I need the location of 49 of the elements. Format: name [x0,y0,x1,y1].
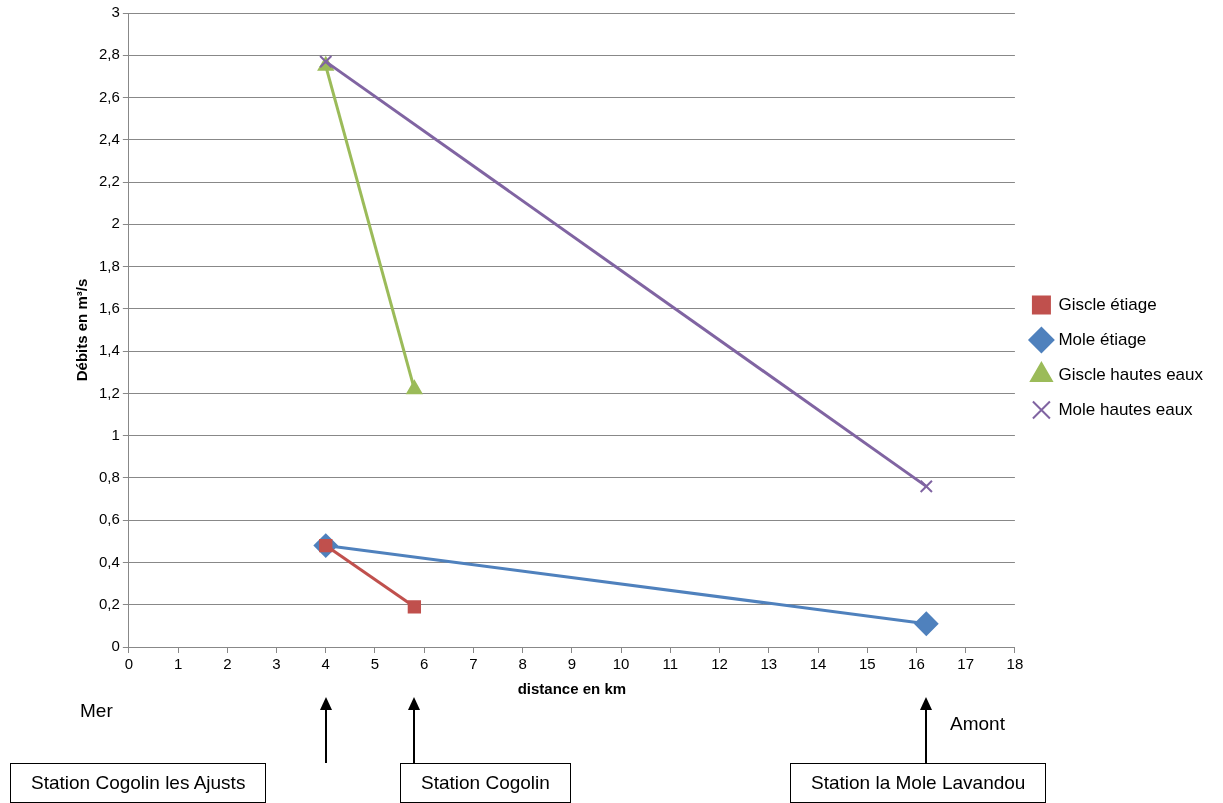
y-tick-label: 2,8 [98,45,120,63]
x-tick-label: 1 [173,655,183,673]
legend-label: Giscle hautes eaux [1058,364,1204,384]
y-tick-label: 1,8 [98,256,120,274]
x-tick-label: 10 [612,655,630,673]
y-tick-label: 0,8 [98,468,120,486]
y-tick-label: 0 [111,637,120,655]
x-tick-label: 8 [518,655,527,673]
y-tick-label: 2,4 [98,129,120,147]
y-tick-label: 0,2 [98,594,120,612]
x-tick-label: 17 [957,655,975,673]
y-tick-label: 1,6 [98,299,120,317]
x-tick-label: 13 [760,655,778,673]
y-tick-label: 0,4 [98,552,120,570]
x-tick-label: 5 [370,655,380,673]
y-tick-label: 3 [111,3,120,21]
x-axis-title: distance en km [517,680,627,698]
x-tick-label: 4 [321,655,330,673]
point [407,600,422,614]
x-tick-label: 18 [1006,655,1024,673]
x-tick-label: 0 [124,655,134,673]
y-tick-label: 2,6 [98,87,120,105]
point [914,611,939,636]
legend-label: Mole étiage [1058,329,1147,349]
y-tick-label: 0,6 [98,510,120,528]
x-tick-label: 3 [272,655,281,673]
point [919,479,933,494]
x-tick-label: 2 [223,655,232,673]
y-tick-label: 2 [111,214,120,232]
text: Station la Mole Lavandou [790,763,1047,803]
y-tick-label: 1,4 [98,341,120,359]
x-tick-label: 14 [809,655,827,673]
y-tick-label: 1 [111,425,120,443]
text: Station Cogolin [400,763,571,803]
text: Amont [950,713,1005,735]
legend-label: Giscle étiage [1058,294,1157,314]
y-axis-title: Débits en m³/s [73,278,91,382]
x-tick-label: 15 [858,655,876,673]
x-tick-label: 9 [567,655,577,673]
legend-label: Mole hautes eaux [1058,399,1194,419]
text: Station Cogolin les Ajusts [10,763,267,803]
y-tick-label: 1,2 [98,383,120,401]
x-tick-label: 16 [908,655,925,673]
x-tick-label: 7 [469,655,478,673]
x-tick-label: 11 [662,655,679,673]
text: Mer [80,700,113,722]
x-tick-label: 12 [711,655,728,673]
x-tick-label: 6 [420,655,429,673]
y-tick-label: 2,2 [98,172,120,190]
